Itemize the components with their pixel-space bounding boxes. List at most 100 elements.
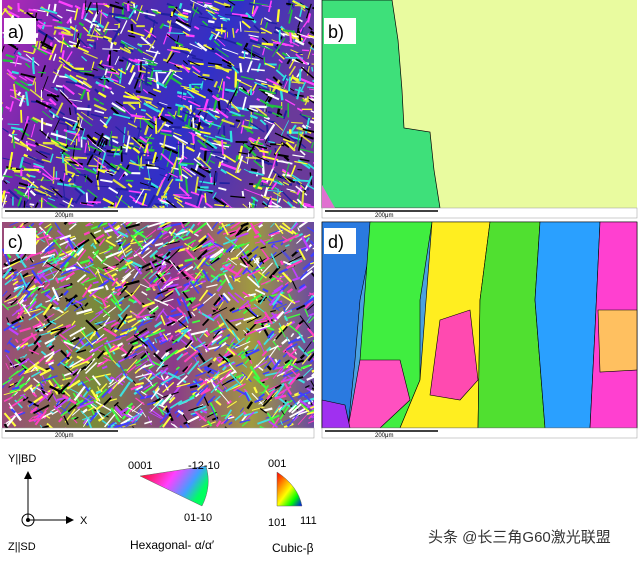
scale-label: 200μm bbox=[375, 213, 393, 219]
lath bbox=[88, 202, 101, 203]
scale-bar-box bbox=[2, 428, 314, 438]
lath bbox=[190, 84, 191, 89]
lath bbox=[268, 206, 279, 207]
ipf-triangle bbox=[277, 472, 302, 506]
out-of-plane bbox=[26, 518, 30, 522]
lath bbox=[281, 261, 283, 265]
lath bbox=[78, 33, 79, 38]
panel-a bbox=[0, 0, 327, 222]
panel-c bbox=[2, 210, 328, 436]
lath bbox=[203, 75, 210, 76]
arrowhead bbox=[24, 471, 32, 479]
lath bbox=[24, 170, 39, 171]
lath bbox=[54, 27, 64, 28]
panel-d bbox=[322, 222, 637, 428]
lath bbox=[251, 169, 257, 170]
lath bbox=[83, 9, 84, 15]
ipf-triangle bbox=[140, 466, 208, 506]
lath bbox=[146, 289, 150, 291]
lath bbox=[18, 187, 26, 188]
lath bbox=[283, 175, 292, 176]
lath bbox=[30, 204, 35, 205]
scale-bar-box bbox=[2, 208, 314, 218]
lath bbox=[156, 118, 157, 134]
lath bbox=[208, 21, 214, 22]
lath bbox=[219, 218, 231, 222]
lath bbox=[141, 110, 146, 111]
axis-label: Z||SD bbox=[8, 541, 36, 553]
lath bbox=[268, 112, 272, 113]
lath bbox=[38, 72, 46, 73]
lath bbox=[205, 151, 206, 161]
lath bbox=[0, 102, 2, 109]
panel-label: a) bbox=[8, 22, 24, 42]
corner-label: 111 bbox=[300, 515, 317, 527]
lath bbox=[87, 193, 88, 203]
panel-label: d) bbox=[328, 232, 344, 252]
grain bbox=[598, 310, 637, 372]
lath bbox=[236, 120, 240, 121]
lath bbox=[178, 106, 179, 116]
lath bbox=[216, 172, 217, 181]
lath bbox=[88, 92, 89, 100]
lath bbox=[87, 40, 94, 41]
hexagonal-key: 0001 -12-10 01-10 Hexagonal- α/α′ bbox=[128, 460, 220, 552]
lath bbox=[314, 389, 318, 391]
lath bbox=[313, 261, 321, 263]
lath bbox=[112, 137, 118, 138]
lath bbox=[180, 3, 181, 8]
lath bbox=[201, 281, 206, 282]
lath bbox=[104, 117, 108, 118]
lath bbox=[53, 167, 54, 184]
lath bbox=[278, 9, 279, 22]
lath bbox=[167, 33, 183, 34]
lath bbox=[219, 162, 220, 167]
scale-bar-box bbox=[322, 208, 637, 218]
axis-label: X bbox=[80, 515, 88, 527]
lath bbox=[56, 308, 60, 309]
lath bbox=[3, 60, 13, 61]
lath bbox=[119, 60, 123, 61]
lath bbox=[297, 169, 302, 170]
caption: Cubic-β bbox=[272, 541, 314, 555]
lath bbox=[93, 282, 99, 283]
lath bbox=[54, 4, 55, 12]
lath bbox=[222, 140, 223, 154]
lath bbox=[193, 135, 194, 145]
lath bbox=[307, 96, 308, 101]
lath bbox=[93, 4, 107, 5]
lath bbox=[180, 176, 181, 180]
lath bbox=[146, 66, 147, 83]
lath bbox=[102, 49, 120, 50]
lath bbox=[240, 63, 241, 72]
lath bbox=[121, 146, 122, 162]
lath bbox=[62, 154, 63, 163]
lath bbox=[230, 126, 235, 127]
lath bbox=[236, 155, 237, 161]
lath bbox=[205, 193, 206, 202]
lath bbox=[168, 7, 174, 8]
lath bbox=[77, 108, 91, 109]
lath bbox=[140, 206, 147, 207]
lath bbox=[113, 7, 114, 17]
lath bbox=[183, 13, 189, 14]
lath bbox=[53, 178, 60, 179]
corner-label: 01-10 bbox=[184, 512, 212, 524]
lath bbox=[47, 238, 53, 239]
lath bbox=[167, 107, 171, 108]
lath bbox=[84, 9, 98, 10]
lath bbox=[293, 180, 310, 181]
axes-key: Y||BD Z||SD X bbox=[8, 453, 88, 553]
caption: Hexagonal- α/α′ bbox=[130, 538, 215, 552]
lath bbox=[250, 106, 267, 107]
lath bbox=[314, 162, 321, 168]
panel-label: b) bbox=[328, 22, 344, 42]
lath bbox=[291, 122, 303, 123]
lath bbox=[312, 8, 317, 9]
panel-label: c) bbox=[8, 232, 23, 252]
lath bbox=[93, 220, 99, 222]
lath bbox=[21, 110, 22, 123]
lath bbox=[254, 236, 259, 238]
lath bbox=[243, 191, 244, 196]
